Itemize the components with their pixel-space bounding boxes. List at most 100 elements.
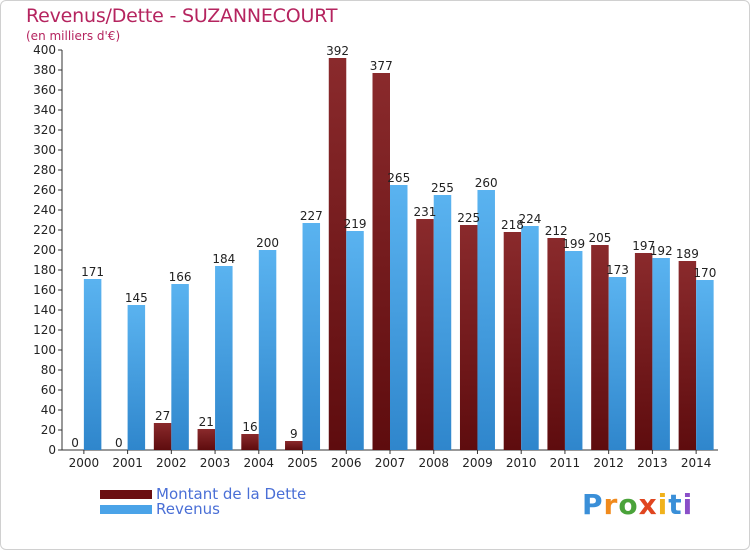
legend-label-dette: Montant de la Dette (156, 485, 307, 503)
logo-letter: x (638, 488, 658, 521)
bar-revenus (564, 251, 583, 450)
bar-revenus (608, 277, 627, 450)
y-tick-label: 300 (33, 143, 56, 157)
bar-dette (634, 253, 653, 450)
data-label-revenus: 255 (431, 181, 454, 195)
data-label-revenus: 265 (387, 171, 410, 185)
bar-revenus (171, 284, 189, 450)
data-label-revenus: 171 (81, 265, 104, 279)
y-tick-label: 0 (48, 443, 56, 457)
data-label-revenus: 145 (125, 291, 148, 305)
y-tick-label: 180 (33, 263, 56, 277)
bar-dette (197, 429, 216, 450)
data-label-revenus: 199 (562, 237, 585, 251)
y-tick-label: 360 (33, 83, 56, 97)
bar-dette (503, 232, 522, 450)
data-label-revenus: 192 (650, 244, 673, 258)
data-label-dette: 21 (199, 415, 214, 429)
bar-revenus (696, 280, 714, 450)
x-tick-label: 2005 (287, 456, 318, 470)
bar-revenus (521, 226, 539, 450)
data-label-revenus: 173 (606, 263, 629, 277)
y-tick-label: 200 (33, 243, 56, 257)
logo-letter: t (668, 488, 683, 521)
data-label-dette: 0 (115, 436, 123, 450)
legend-label-revenus: Revenus (156, 500, 220, 518)
x-tick-label: 2012 (593, 456, 624, 470)
x-tick-label: 2003 (200, 456, 231, 470)
legend-item-dette: Montant de la Dette (100, 485, 307, 503)
x-tick-label: 2009 (462, 456, 493, 470)
bar-revenus (127, 305, 146, 450)
bar-revenus (83, 279, 102, 450)
y-tick-label: 380 (33, 63, 56, 77)
y-tick-label: 40 (41, 403, 56, 417)
chart-subtitle: (en milliers d'€) (26, 29, 121, 43)
x-tick-label: 2006 (331, 456, 362, 470)
bar-revenus (346, 231, 364, 450)
bar-revenus (390, 185, 408, 450)
data-label-dette: 197 (632, 239, 655, 253)
x-tick-label: 2013 (637, 456, 668, 470)
data-label-revenus: 219 (344, 217, 367, 231)
x-tick-label: 2007 (375, 456, 406, 470)
data-label-revenus: 166 (169, 270, 192, 284)
logo-letter: i (657, 488, 669, 521)
logo-letter: i (682, 488, 694, 521)
x-tick-label: 2011 (550, 456, 581, 470)
bar-dette (459, 225, 478, 450)
y-axis: 0 20 40 60 80 100 120 140 160 180 200 220 240 260 280 3… (33, 43, 63, 457)
logo-letter: P (582, 488, 604, 521)
bar-dette (328, 58, 347, 450)
y-tick-label: 220 (33, 223, 56, 237)
data-label-dette: 9 (290, 427, 298, 441)
data-label-revenus: 227 (300, 209, 323, 223)
y-tick-label: 260 (33, 183, 56, 197)
data-label-dette: 212 (545, 224, 568, 238)
x-tick-label: 2014 (681, 456, 712, 470)
x-tick-label: 2002 (156, 456, 187, 470)
x-tick-label: 2010 (506, 456, 537, 470)
y-tick-label: 340 (33, 103, 56, 117)
data-label-revenus: 200 (256, 236, 279, 250)
data-label-dette: 225 (457, 211, 480, 225)
bar-revenus (258, 250, 277, 450)
chart-title: Revenus/Dette - SUZANNECOURT (26, 5, 338, 27)
bar-dette (372, 73, 390, 450)
data-label-revenus: 224 (518, 212, 541, 226)
y-tick-label: 400 (33, 43, 56, 57)
legend-item-revenus: Revenus (100, 500, 220, 518)
bar-dette (241, 434, 259, 450)
y-tick-label: 280 (33, 163, 56, 177)
logo-letter: o (618, 488, 639, 521)
data-label-dette: 218 (501, 218, 524, 232)
bar-revenus (302, 223, 321, 450)
y-tick-label: 120 (33, 323, 56, 337)
data-labels: 0 171 0 145 27 166 21 184 16 200 9 227 392 219 377 265 2… (71, 44, 716, 450)
data-label-dette: 27 (155, 409, 170, 423)
data-label-dette: 231 (414, 205, 437, 219)
bar-dette (547, 238, 565, 450)
bar-dette (285, 441, 303, 450)
bar-revenus (215, 266, 233, 450)
y-tick-label: 240 (33, 203, 56, 217)
bar-dette (591, 245, 609, 450)
data-label-dette: 0 (71, 436, 79, 450)
y-tick-label: 80 (41, 363, 56, 377)
y-tick-label: 320 (33, 123, 56, 137)
logo-letter: r (603, 488, 619, 521)
data-label-revenus: 170 (693, 266, 716, 280)
x-axis: 2000 2001 2002 2003 2004 2005 2006 2007 2008 2009… (62, 449, 718, 470)
data-label-revenus: 184 (212, 252, 235, 266)
bar-revenus (433, 195, 452, 450)
bar-revenus (652, 258, 670, 450)
bar-dette (416, 219, 434, 450)
legend-swatch-dette (100, 489, 152, 499)
y-tick-label: 160 (33, 283, 56, 297)
x-tick-label: 2000 (69, 456, 100, 470)
data-label-revenus: 260 (475, 176, 498, 190)
y-tick-label: 60 (41, 383, 56, 397)
data-label-dette: 377 (370, 59, 393, 73)
bars (83, 58, 714, 450)
